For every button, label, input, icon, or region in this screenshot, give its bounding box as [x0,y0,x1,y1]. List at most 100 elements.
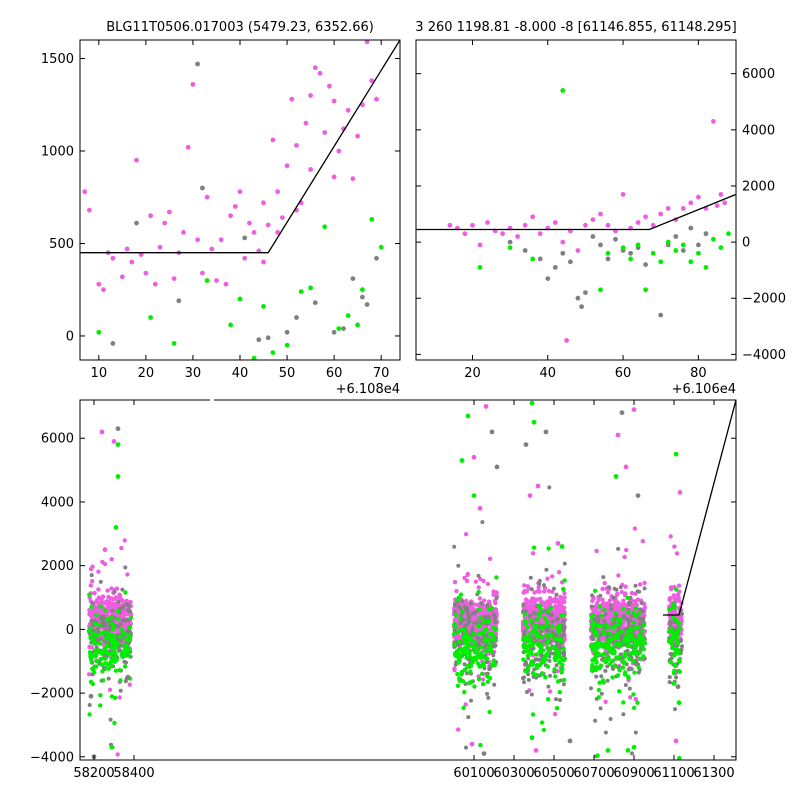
data-point [360,287,365,293]
data-point [558,601,564,607]
data-point [556,570,562,575]
data-point [522,675,526,680]
data-point [615,673,621,678]
data-point [673,248,679,253]
data-point [609,607,614,612]
data-point [109,694,115,699]
data-point [228,322,234,328]
data-point [102,614,107,619]
data-point [476,589,481,595]
data-point [92,631,97,637]
data-point [599,674,604,679]
data-point [668,619,673,624]
data-point [589,686,593,691]
data-point [120,587,125,592]
data-point [626,633,631,638]
x-tick-label: 10 [91,366,108,381]
data-point [493,627,499,633]
data-point [112,647,117,652]
series-1 [110,61,379,360]
data-point [669,641,674,647]
data-point [621,659,626,664]
x-offset-label: +6.106e4 [672,382,736,397]
data-point [94,659,100,664]
data-point [555,541,561,546]
data-point [562,656,567,662]
data-point [544,652,549,658]
data-point [451,631,457,637]
data-point [152,281,158,287]
y-tick-label: 0 [66,623,74,638]
data-point [218,237,224,243]
data-point [94,612,99,618]
data-point [547,485,552,490]
data-point [102,636,108,641]
data-point [549,624,555,629]
data-point [623,464,629,470]
data-point [507,245,513,251]
data-point [462,231,468,237]
data-point [478,576,483,582]
data-point [550,589,555,594]
data-point [331,98,337,104]
data-point [112,589,117,594]
data-point [485,691,490,696]
data-point [117,668,123,673]
data-point [525,664,531,670]
data-point [543,429,549,435]
data-point [594,659,599,664]
data-point [265,222,271,228]
data-point [98,637,103,642]
data-point [524,589,529,594]
data-point [677,669,682,674]
data-point [470,611,475,616]
data-point [458,627,464,632]
data-point [615,591,620,597]
data-point [529,400,535,406]
data-point [464,578,470,584]
data-point [464,745,468,750]
data-point [109,557,114,562]
x-tick-label: 61300 [693,766,734,781]
data-point [688,200,694,206]
data-point [529,587,534,592]
data-point [554,706,560,711]
data-point [674,587,679,592]
data-point [628,250,633,256]
data-point [555,636,560,642]
data-point [677,756,682,760]
data-point [598,706,603,711]
data-point [595,645,600,650]
data-point [625,617,630,621]
data-point [485,603,490,608]
data-point [669,586,674,592]
data-point [88,583,94,588]
data-point [524,634,529,640]
data-point [672,596,678,602]
data-point [620,192,626,197]
data-point [485,619,491,624]
data-point [294,315,299,320]
data-point [214,278,219,283]
data-point [242,255,248,261]
data-point [473,579,478,584]
data-point [635,700,640,705]
data-point [492,682,497,687]
data-point [284,163,290,169]
data-point [590,662,595,668]
data-point [540,634,545,640]
data-point [635,242,641,248]
data-point [679,611,684,616]
data-point [251,355,257,360]
data-point [605,678,610,683]
data-point [590,668,596,673]
data-point [481,578,486,584]
data-point [515,234,520,239]
data-point [458,606,463,611]
data-point [157,244,163,250]
data-point [632,670,637,675]
data-point [123,618,127,623]
data-point [530,551,536,556]
data-point [459,458,465,463]
data-point [465,609,470,614]
